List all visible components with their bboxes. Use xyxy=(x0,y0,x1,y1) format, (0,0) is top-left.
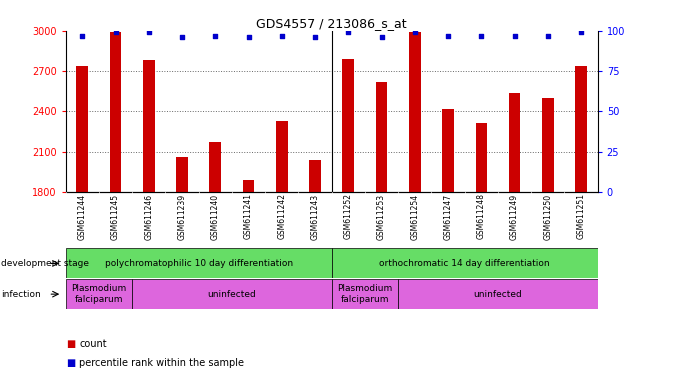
Point xyxy=(143,29,154,35)
Bar xyxy=(66,248,332,278)
Point xyxy=(409,29,420,35)
Point xyxy=(176,34,187,40)
Bar xyxy=(442,109,454,192)
Text: infection: infection xyxy=(1,290,41,299)
Point xyxy=(276,33,287,39)
Bar xyxy=(176,157,188,192)
Point xyxy=(576,29,587,35)
Text: orthochromatic 14 day differentiation: orthochromatic 14 day differentiation xyxy=(379,259,550,268)
Bar xyxy=(310,160,321,192)
Bar xyxy=(343,59,354,192)
Text: ■: ■ xyxy=(66,339,75,349)
Point xyxy=(110,29,121,35)
Point xyxy=(509,33,520,39)
Point xyxy=(210,33,221,39)
Bar xyxy=(398,279,598,309)
Text: percentile rank within the sample: percentile rank within the sample xyxy=(79,358,245,368)
Text: Plasmodium
falciparum: Plasmodium falciparum xyxy=(71,285,126,304)
Point xyxy=(310,34,321,40)
Point xyxy=(343,29,354,35)
Bar xyxy=(332,248,598,278)
Point xyxy=(542,33,553,39)
Bar xyxy=(475,124,487,192)
Bar xyxy=(542,98,553,192)
Text: ■: ■ xyxy=(66,358,75,368)
Text: polychromatophilic 10 day differentiation: polychromatophilic 10 day differentiatio… xyxy=(104,259,293,268)
Point xyxy=(442,33,453,39)
Point xyxy=(376,34,387,40)
Bar xyxy=(376,82,388,192)
Title: GDS4557 / 213086_s_at: GDS4557 / 213086_s_at xyxy=(256,17,407,30)
Bar xyxy=(276,121,287,192)
Bar xyxy=(243,180,254,192)
Text: Plasmodium
falciparum: Plasmodium falciparum xyxy=(337,285,392,304)
Bar xyxy=(576,66,587,192)
Text: uninfected: uninfected xyxy=(207,290,256,299)
Bar xyxy=(332,279,398,309)
Text: uninfected: uninfected xyxy=(473,290,522,299)
Bar xyxy=(132,279,332,309)
Point xyxy=(77,33,88,39)
Bar xyxy=(409,32,421,192)
Bar xyxy=(509,93,520,192)
Point xyxy=(243,34,254,40)
Bar xyxy=(209,142,221,192)
Point xyxy=(476,33,487,39)
Bar xyxy=(77,66,88,192)
Text: development stage: development stage xyxy=(1,259,89,268)
Bar xyxy=(66,279,132,309)
Text: count: count xyxy=(79,339,107,349)
Bar xyxy=(143,60,155,192)
Bar xyxy=(110,32,122,192)
